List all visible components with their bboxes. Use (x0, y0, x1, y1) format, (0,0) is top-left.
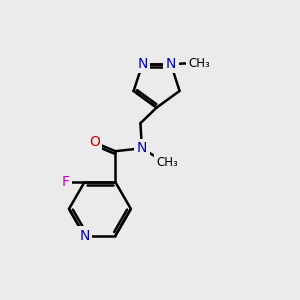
Text: N: N (137, 141, 147, 155)
Text: N: N (166, 57, 176, 71)
Text: O: O (89, 135, 100, 149)
Text: N: N (79, 229, 90, 243)
Text: CH₃: CH₃ (156, 157, 178, 169)
Text: N: N (137, 57, 148, 71)
Text: CH₃: CH₃ (188, 57, 210, 70)
Text: F: F (61, 175, 69, 189)
